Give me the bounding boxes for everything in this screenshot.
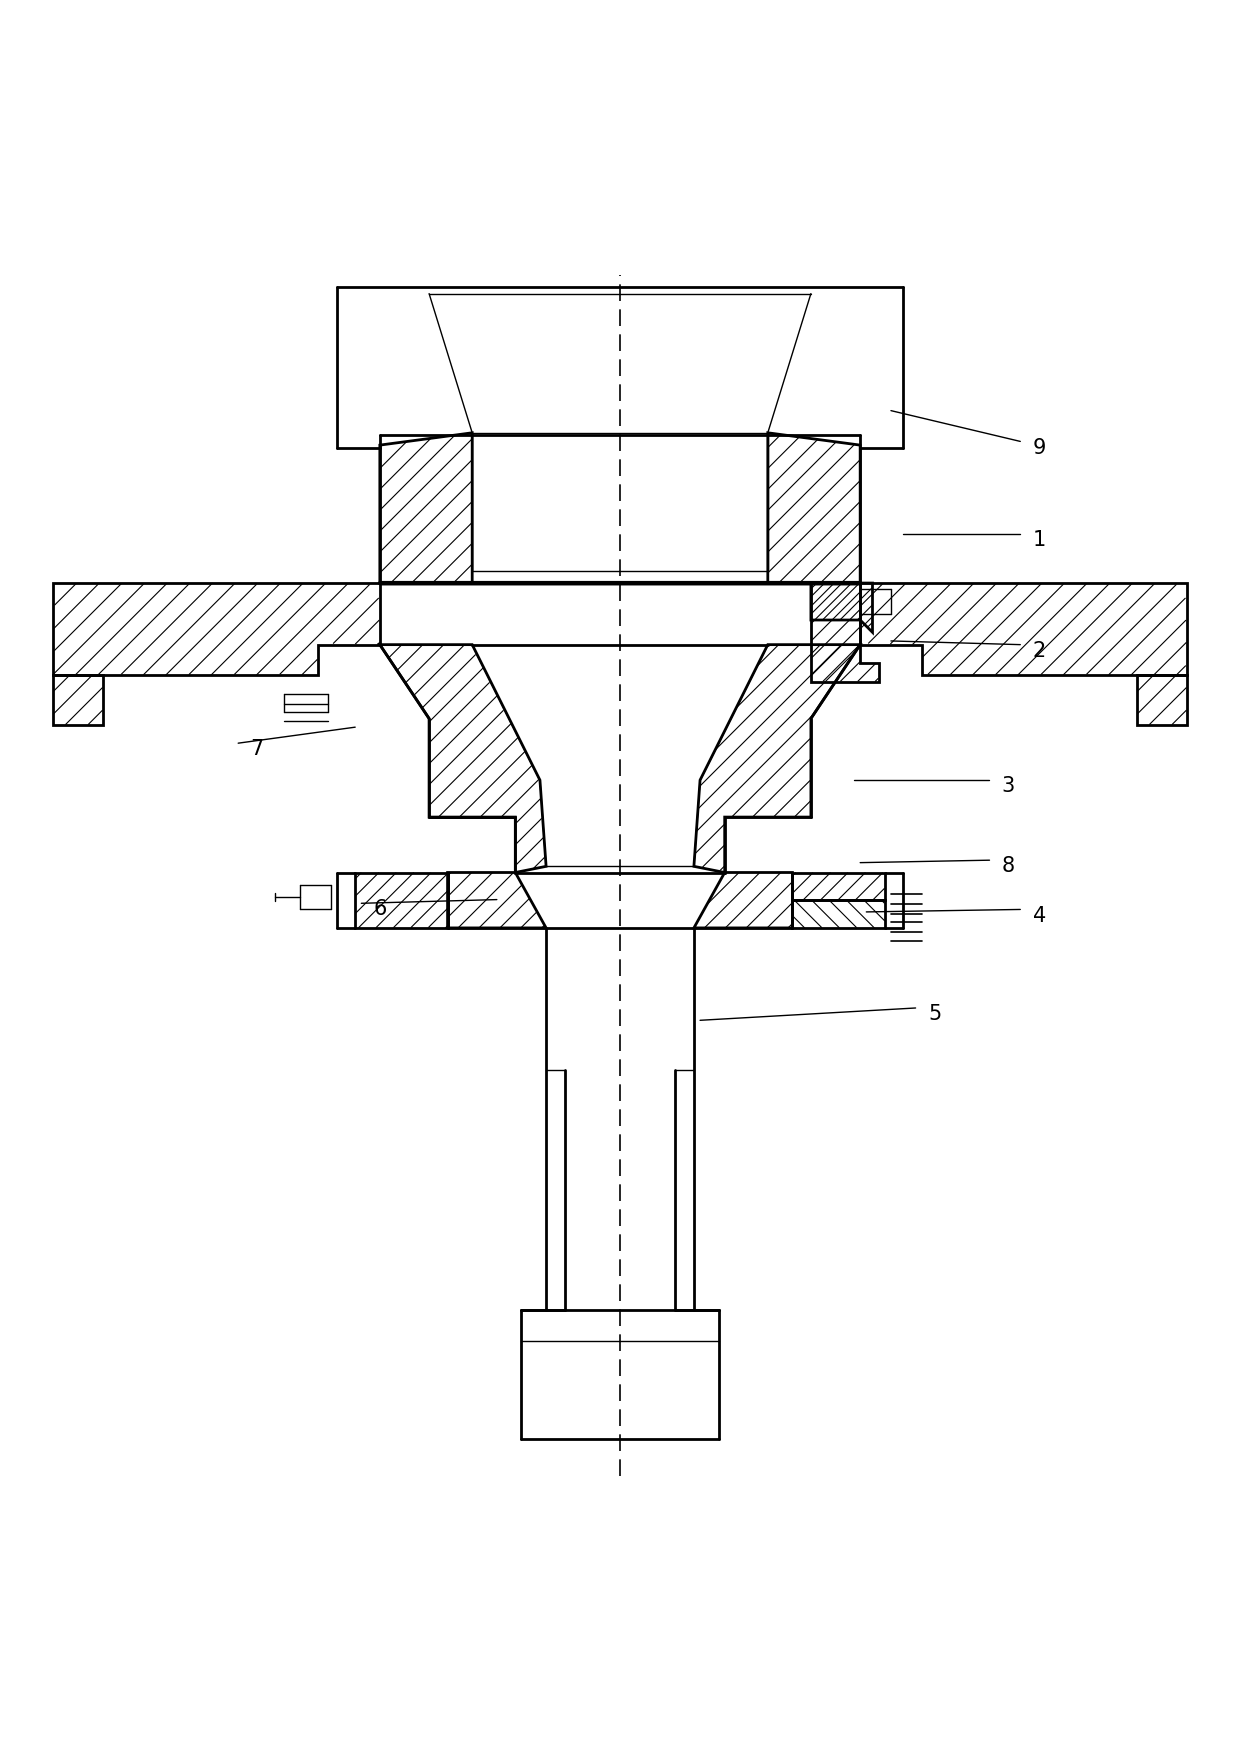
- Text: 3: 3: [1002, 777, 1016, 796]
- Text: 9: 9: [1033, 438, 1047, 457]
- Text: 5: 5: [928, 1003, 941, 1024]
- Text: 6: 6: [373, 899, 387, 920]
- Text: 8: 8: [1002, 857, 1016, 876]
- Text: 1: 1: [1033, 530, 1045, 550]
- Text: 2: 2: [1033, 640, 1045, 661]
- Text: 7: 7: [250, 740, 264, 759]
- Text: 4: 4: [1033, 906, 1045, 925]
